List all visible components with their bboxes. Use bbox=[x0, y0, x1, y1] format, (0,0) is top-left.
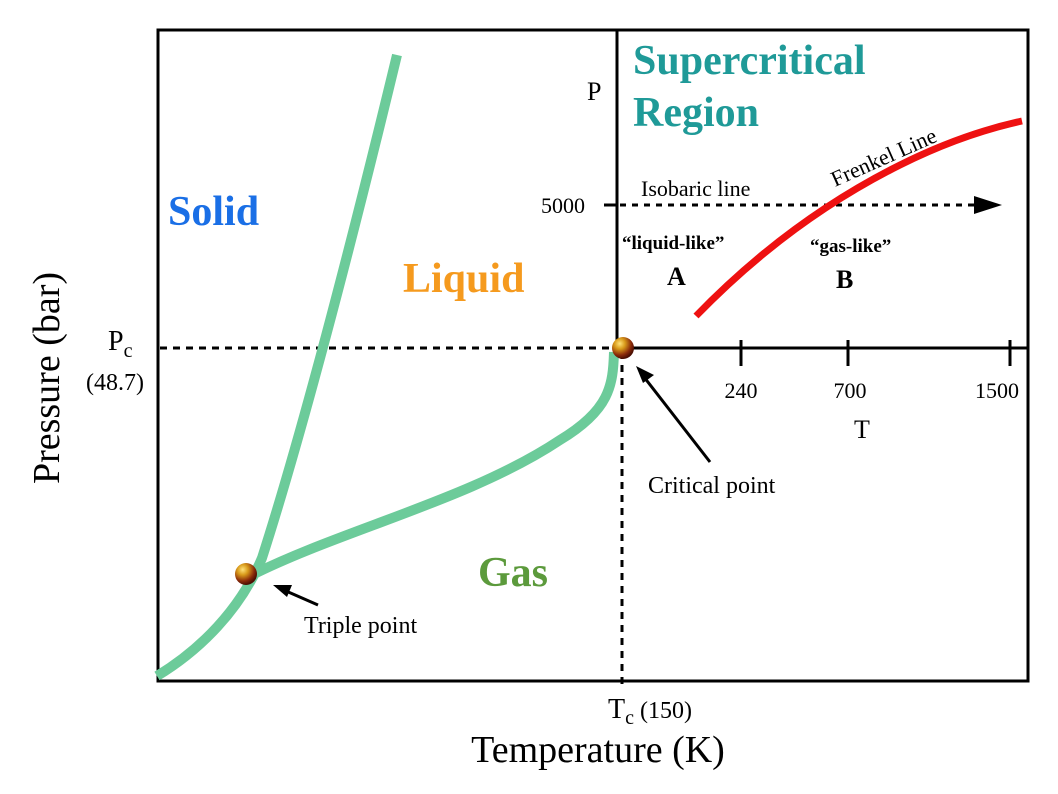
plot-frame bbox=[156, 28, 1030, 683]
point-a-label: A bbox=[667, 262, 686, 291]
critical-point-arrow bbox=[642, 376, 712, 463]
triple-point-arrow bbox=[285, 589, 319, 607]
region-solid: Solid bbox=[168, 189, 259, 235]
tc-subscript: c bbox=[625, 707, 634, 729]
inset-t-tick-label-1500: 1500 bbox=[975, 378, 1019, 403]
region-gas: Gas bbox=[478, 550, 548, 596]
tc-symbol: T bbox=[608, 694, 625, 725]
pc-label: Pc bbox=[108, 326, 133, 362]
inset-t-tick-label-240: 240 bbox=[725, 378, 758, 403]
point-b-label: B bbox=[836, 265, 853, 294]
triple-point-arrowhead bbox=[273, 585, 292, 597]
isobaric-arrowhead bbox=[974, 196, 1002, 214]
gas-like-label: “gas-like” bbox=[810, 236, 891, 257]
vaporization-curve bbox=[245, 351, 619, 582]
tc-label: Tc (150) bbox=[608, 694, 692, 729]
inset-t-axis-label: T bbox=[854, 415, 870, 444]
x-axis-label: Temperature (K) bbox=[471, 729, 725, 771]
pc-symbol: P bbox=[108, 326, 124, 357]
tc-value: (150) bbox=[640, 698, 692, 724]
region-liquid: Liquid bbox=[403, 256, 524, 302]
isobaric-line-label: Isobaric line bbox=[641, 176, 750, 201]
triple-point-label: Triple point bbox=[304, 613, 417, 639]
critical-point-arrowhead bbox=[636, 366, 654, 383]
pc-subscript: c bbox=[124, 340, 133, 362]
region-supercritical-line1: Supercritical bbox=[633, 38, 866, 84]
frenkel-line bbox=[693, 117, 1023, 319]
inset-p-axis-label: P bbox=[587, 77, 601, 106]
inset-p-tick-label: 5000 bbox=[541, 193, 585, 218]
critical-point-marker bbox=[612, 337, 634, 359]
inset-t-tick-label-700: 700 bbox=[834, 378, 867, 403]
melting-curve bbox=[154, 53, 402, 681]
region-supercritical-line2: Region bbox=[633, 90, 759, 136]
pc-value: (48.7) bbox=[86, 370, 144, 396]
y-axis-label: Pressure (bar) bbox=[26, 272, 68, 484]
triple-point-marker bbox=[235, 563, 257, 585]
liquid-like-label: “liquid-like” bbox=[622, 233, 724, 254]
critical-point-label: Critical point bbox=[648, 473, 776, 499]
